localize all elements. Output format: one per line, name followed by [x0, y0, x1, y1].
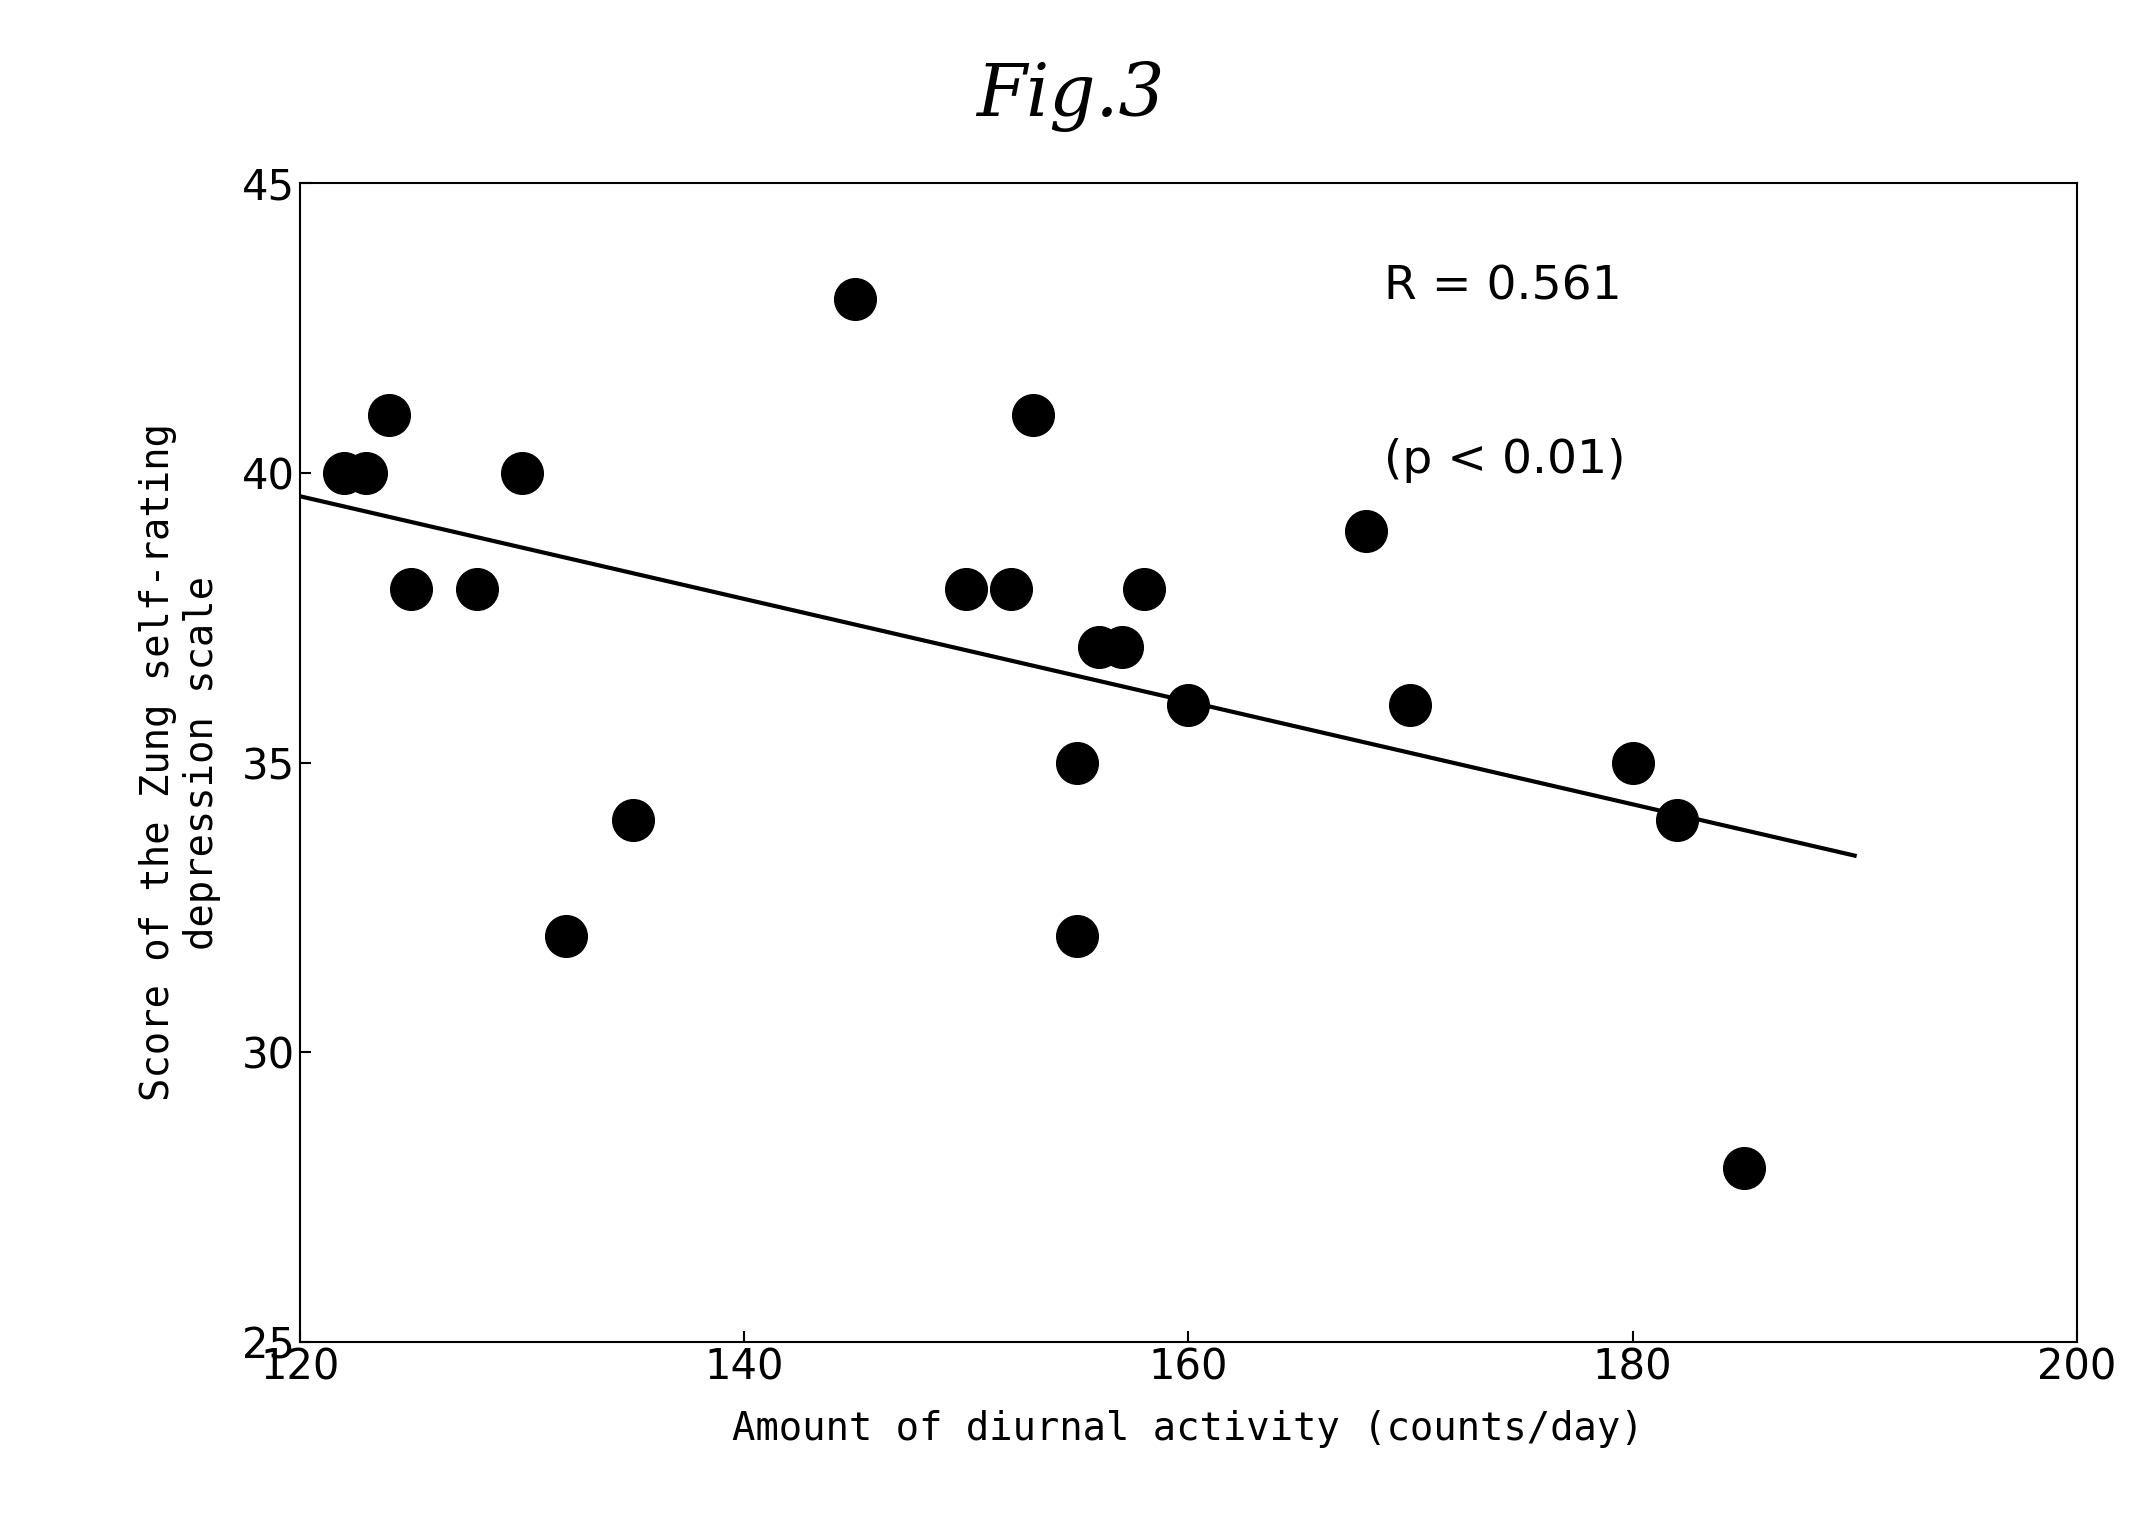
Point — [837, 287, 871, 311]
Point — [1349, 518, 1383, 543]
Point — [548, 924, 582, 949]
Point — [1171, 692, 1205, 717]
Text: Fig.3: Fig.3 — [976, 61, 1165, 133]
Text: R = 0.561: R = 0.561 — [1383, 264, 1621, 310]
Point — [617, 808, 651, 833]
Point — [948, 576, 983, 601]
Point — [1726, 1156, 1760, 1180]
Point — [1394, 692, 1428, 717]
Point — [1081, 634, 1118, 659]
Point — [993, 576, 1028, 601]
Point — [1126, 576, 1160, 601]
Text: (p < 0.01): (p < 0.01) — [1383, 438, 1625, 483]
Point — [370, 403, 405, 427]
Point — [1659, 808, 1694, 833]
Point — [505, 461, 540, 485]
Point — [1060, 924, 1094, 949]
Point — [1015, 403, 1049, 427]
X-axis label: Amount of diurnal activity (counts/day): Amount of diurnal activity (counts/day) — [732, 1409, 1644, 1447]
Point — [1060, 750, 1094, 775]
Point — [394, 576, 428, 601]
Point — [349, 461, 383, 485]
Y-axis label: Score of the Zung self-rating
depression scale: Score of the Zung self-rating depression… — [139, 424, 221, 1101]
Point — [460, 576, 495, 601]
Point — [328, 461, 362, 485]
Point — [1105, 634, 1139, 659]
Point — [1614, 750, 1649, 775]
